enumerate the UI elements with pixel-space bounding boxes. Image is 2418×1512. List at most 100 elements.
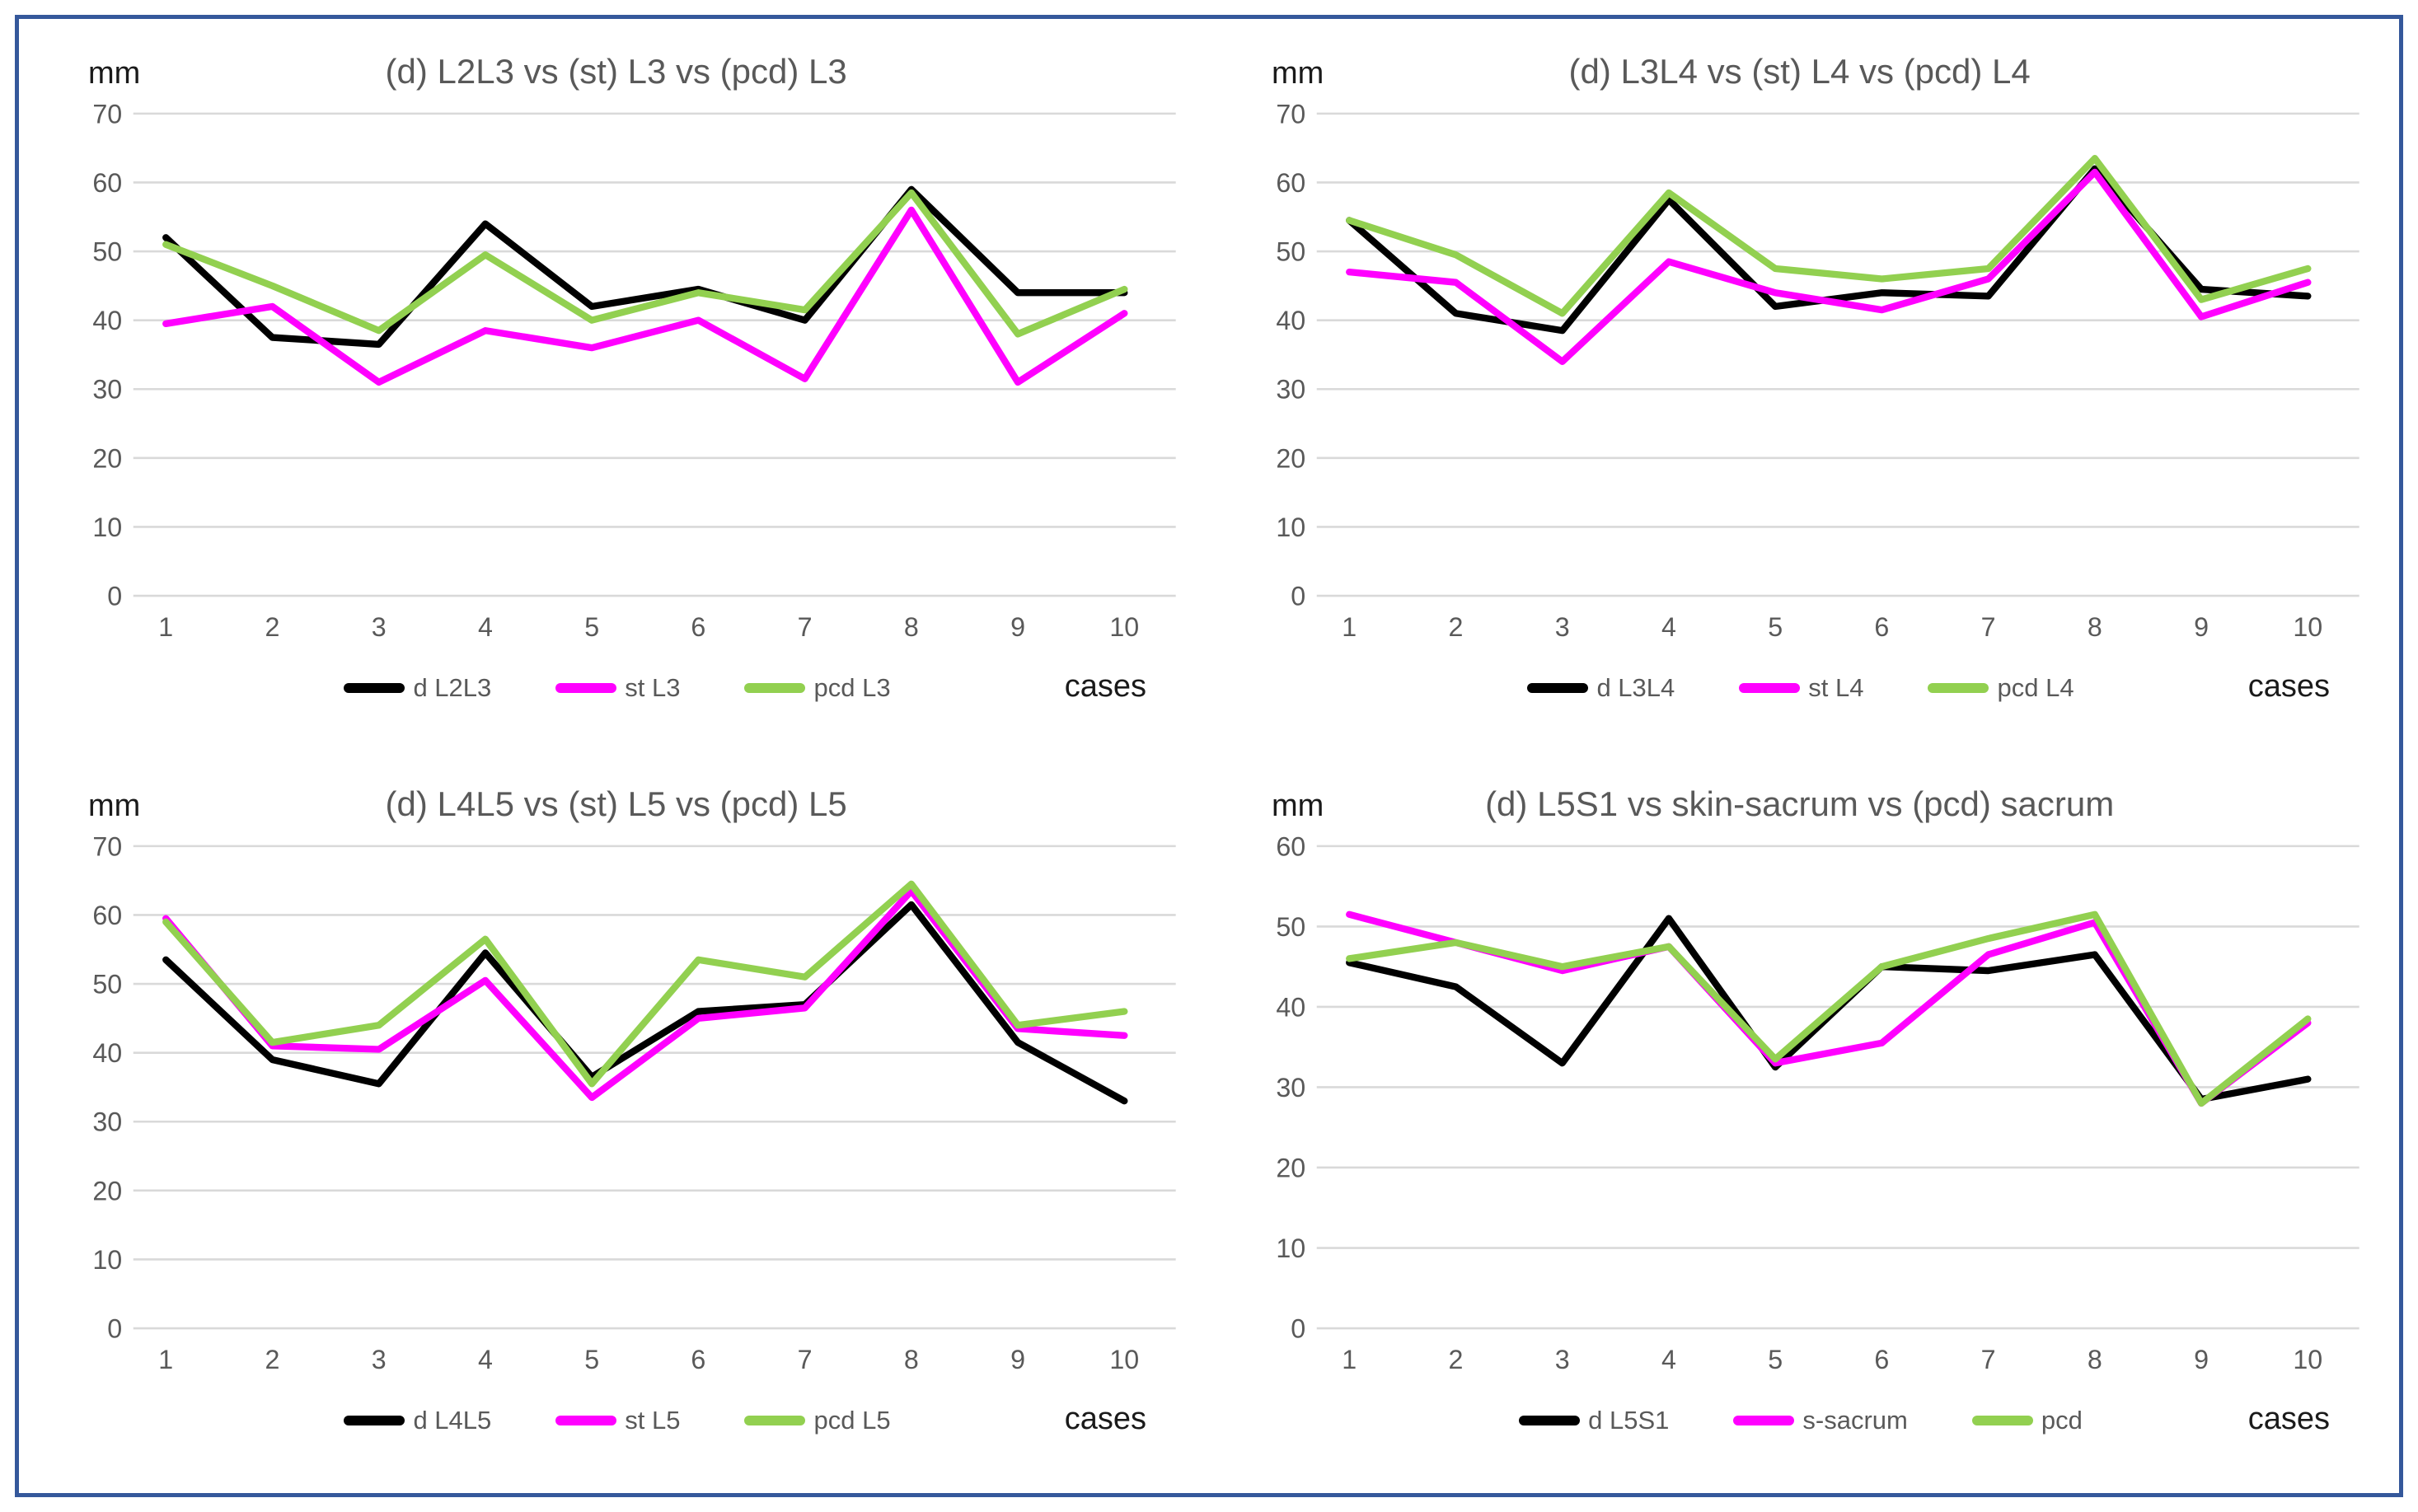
legend-row: d L2L3 st L3 pcd L3 cases: [52, 660, 1183, 719]
chart-title: (d) L5S1 vs skin-sacrum vs (pcd) sacrum: [1485, 784, 2115, 823]
x-tick-label: 10: [2293, 612, 2322, 642]
series-line-pcd-l4: [1346, 155, 2312, 317]
chart-l4l5: mm (d) L4L5 vs (st) L5 vs (pcd) L5 0 10 20…: [52, 763, 1183, 1489]
y-tick-label: 10: [1276, 1233, 1305, 1262]
legend-swatch: [555, 1415, 617, 1425]
legend-item: st L4: [1739, 673, 1863, 703]
legend-item: pcd L4: [1928, 673, 2074, 703]
x-tick-label: 7: [798, 612, 813, 642]
legend-row: d L4L5 st L5 pcd L5 cases: [52, 1393, 1183, 1452]
x-tick-label: 1: [1342, 1344, 1357, 1374]
x-tick-label: 5: [1768, 612, 1783, 642]
y-tick-label: 40: [92, 1038, 122, 1068]
x-tick-label: 1: [1342, 612, 1357, 642]
y-tick-label: 20: [1276, 1153, 1305, 1182]
legend-swatch: [344, 1415, 405, 1425]
y-tick-label: 30: [92, 375, 122, 405]
legend-item: pcd: [1971, 1406, 2083, 1435]
x-tick-label: 1: [158, 612, 173, 642]
y-tick-label: 50: [1276, 911, 1305, 941]
figure-frame: mm (d) L2L3 vs (st) L3 vs (pcd) L3 0 10 20…: [15, 15, 2403, 1497]
legend-row: d L3L4 st L4 pcd L4 cases: [1235, 660, 2366, 719]
line-plot: 0 10 20 30 40 50 60 1 2 3 4 5 6 7 8 9 10: [1276, 831, 2359, 1374]
y-tick-label: 30: [1276, 1072, 1305, 1102]
x-tick-label: 8: [904, 612, 919, 642]
series-line-pcd-l5: [162, 880, 1128, 1087]
x-tick-label: 8: [2088, 612, 2102, 642]
x-tick-label: 3: [1555, 1344, 1570, 1374]
x-tick-label: 4: [478, 1344, 493, 1374]
legend-item: pcd L5: [744, 1406, 891, 1435]
x-tick-label: 7: [1981, 1344, 1996, 1374]
legend-item: d L3L4: [1527, 673, 1675, 703]
x-tick-label: 10: [1109, 1344, 1139, 1374]
y-tick-label: 30: [92, 1107, 122, 1136]
legend-label: s-sacrum: [1802, 1405, 1908, 1435]
y-tick-label: 10: [1276, 513, 1305, 542]
legend-item: d L4L5: [344, 1406, 491, 1435]
chart-header: mm (d) L3L4 vs (st) L4 vs (pcd) L4: [1235, 30, 2366, 95]
x-tick-label: 1: [158, 1344, 173, 1374]
x-tick-label: 4: [478, 612, 493, 642]
chart-l3l4: mm (d) L3L4 vs (st) L4 vs (pcd) L4 0 10 20…: [1235, 30, 2366, 756]
y-tick-label: 70: [92, 99, 122, 129]
y-tick-label: 70: [1276, 99, 1305, 129]
y-tick-label: 50: [1276, 236, 1305, 266]
y-tick-label: 0: [1291, 1313, 1305, 1343]
line-plot: 0 10 20 30 40 50 60 70 1 2 3 4 5 6 7 8 9 10: [92, 99, 1176, 642]
x-tick-label: 5: [584, 1344, 599, 1374]
y-tick-label: 60: [92, 168, 122, 198]
x-tick-label: 2: [265, 1344, 280, 1374]
chart-header: mm (d) L5S1 vs skin-sacrum vs (pcd) sacr…: [1235, 763, 2366, 827]
y-tick-label: 10: [92, 1244, 122, 1274]
x-tick-label: 2: [1449, 1344, 1464, 1374]
legend-label: d L3L4: [1596, 673, 1675, 702]
legend-swatch: [1928, 683, 1989, 693]
legend-label: d L5S1: [1588, 1405, 1670, 1435]
x-tick-label: 6: [1874, 1344, 1889, 1374]
y-tick-label: 10: [92, 513, 122, 542]
x-tick-label: 6: [691, 612, 705, 642]
y-tick-label: 40: [1276, 306, 1305, 335]
legend-item: d L5S1: [1519, 1406, 1669, 1435]
y-tick-label: 40: [92, 306, 122, 335]
legend-item: s-sacrum: [1733, 1405, 1908, 1435]
chart-l2l3: mm (d) L2L3 vs (st) L3 vs (pcd) L3 0 10 20…: [52, 30, 1183, 756]
legend-item: st L3: [555, 673, 680, 703]
x-tick-label: 8: [2088, 1344, 2102, 1374]
chart-title: (d) L2L3 vs (st) L3 vs (pcd) L3: [385, 52, 847, 91]
x-tick-label: 4: [1661, 612, 1676, 642]
x-tick-label: 9: [1010, 1344, 1025, 1374]
legend-swatch: [1519, 1415, 1581, 1425]
series-line-d-l4l5: [162, 901, 1128, 1104]
legend-swatch: [1971, 1415, 2033, 1425]
y-tick-label: 50: [92, 969, 122, 999]
x-axis-label: cases: [1064, 669, 1146, 705]
x-axis-label: cases: [2247, 669, 2330, 705]
series-line-pcd-l3: [162, 189, 1128, 338]
x-tick-label: 2: [265, 612, 280, 642]
legend-swatch: [744, 683, 806, 693]
legend-label: st L3: [625, 673, 681, 702]
y-tick-label: 20: [1276, 443, 1305, 473]
legend-swatch: [1739, 683, 1801, 693]
legend-label: d L4L5: [413, 1405, 492, 1435]
y-tick-label: 70: [92, 831, 122, 861]
series-line-st-l3: [162, 206, 1128, 386]
x-tick-label: 4: [1661, 1344, 1676, 1374]
x-tick-label: 6: [1874, 612, 1889, 642]
x-tick-label: 7: [798, 1344, 813, 1374]
y-tick-label: 0: [107, 1313, 122, 1343]
x-tick-label: 5: [1768, 1344, 1783, 1374]
y-tick-label: 40: [1276, 992, 1305, 1022]
legend: d L2L3 st L3 pcd L3: [344, 673, 891, 703]
chart-l5s1: mm (d) L5S1 vs skin-sacrum vs (pcd) sacr…: [1235, 763, 2366, 1489]
x-tick-label: 10: [1109, 612, 1139, 642]
legend: d L4L5 st L5 pcd L5: [344, 1406, 891, 1435]
y-tick-label: 50: [92, 236, 122, 266]
x-tick-label: 3: [1555, 612, 1570, 642]
chart-grid: mm (d) L2L3 vs (st) L3 vs (pcd) L3 0 10 20…: [52, 30, 2366, 1488]
x-tick-label: 7: [1981, 612, 1996, 642]
legend-label: pcd L3: [813, 673, 891, 702]
x-axis-label: cases: [2247, 1401, 2330, 1436]
